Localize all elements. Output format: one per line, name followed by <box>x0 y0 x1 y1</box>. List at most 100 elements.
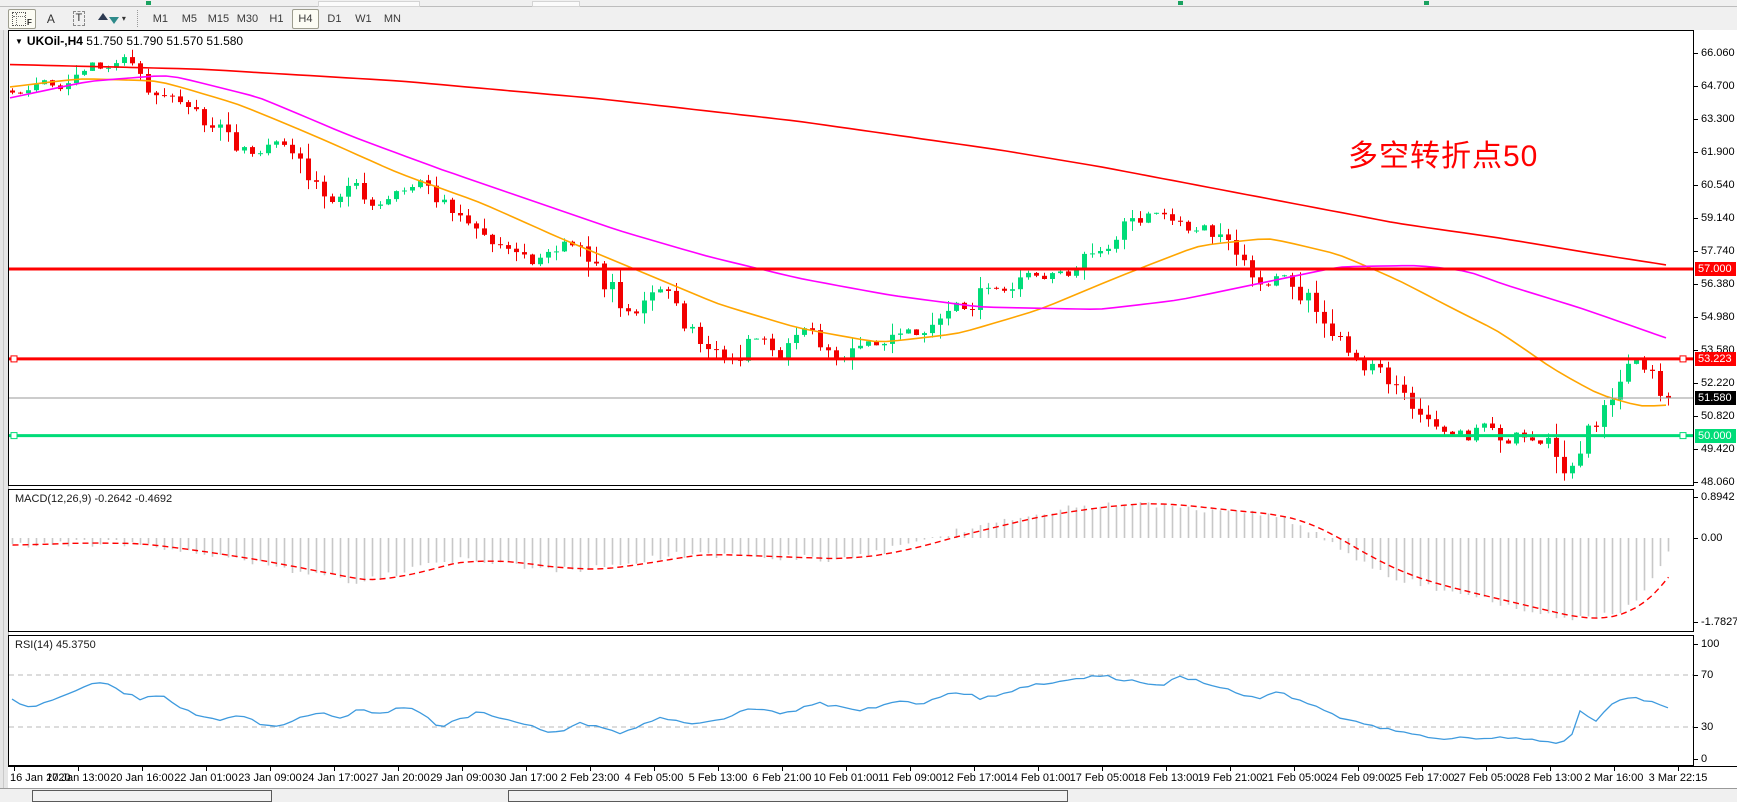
text-t-label: T <box>72 11 86 26</box>
time-tick-mark <box>78 767 79 771</box>
timeframe-button-m15[interactable]: M15 <box>207 12 230 25</box>
axis-tick-label: 59.140 <box>1701 212 1735 224</box>
axis-tick-mark <box>1694 538 1698 539</box>
axis-tick-mark <box>1694 317 1698 318</box>
arrow-up-icon <box>97 13 108 20</box>
rsi-pane[interactable]: RSI(14) 45.3750 <box>8 635 1694 766</box>
timeframe-button-m1[interactable]: M1 <box>152 12 169 25</box>
macd-pane[interactable]: MACD(12,26,9) -0.2642 -0.4692 <box>8 489 1694 632</box>
time-tick-label: 4 Feb 05:00 <box>624 772 684 784</box>
time-tick-label: 3 Mar 22:15 <box>1648 772 1708 784</box>
toolbar-fragment <box>532 1 580 7</box>
axis-tick-mark <box>1694 86 1698 87</box>
time-tick-mark <box>14 767 15 771</box>
time-tick-mark <box>782 767 783 771</box>
top-toolbar-partial <box>0 0 1737 7</box>
axis-tick-mark <box>1694 284 1698 285</box>
grid-icon <box>12 11 26 26</box>
time-tick-label: 24 Feb 09:00 <box>1325 772 1391 784</box>
axis-tick-label: 0.00 <box>1701 532 1723 544</box>
price-chart-pane[interactable]: ▼ UKOil-,H4 51.750 51.790 51.570 51.580 多… <box>8 30 1694 486</box>
candlestick-chart[interactable] <box>9 31 1693 485</box>
toolbar-fragment <box>146 1 151 5</box>
price-marker-label: 51.580 <box>1695 391 1736 405</box>
macd-chart[interactable] <box>9 490 1693 631</box>
axis-tick-mark <box>1694 119 1698 120</box>
axis-tick-mark <box>1694 622 1698 623</box>
time-tick-mark <box>334 767 335 771</box>
axis-tick-label: 64.700 <box>1701 80 1735 92</box>
textbox-button[interactable]: T <box>66 9 92 29</box>
time-tick-label: 2 Mar 16:00 <box>1584 772 1644 784</box>
text-annotation-button[interactable]: A <box>38 9 64 29</box>
rsi-label: RSI(14) 45.3750 <box>15 639 96 651</box>
time-tick-mark <box>910 767 911 771</box>
symbol-dropdown-icon[interactable]: ▼ <box>15 37 23 46</box>
time-tick-mark <box>142 767 143 771</box>
rsi-chart[interactable] <box>9 636 1693 765</box>
axis-tick-label: 60.540 <box>1701 179 1735 191</box>
axis-tick-label: 63.300 <box>1701 113 1735 125</box>
arrows-tool-button[interactable]: ▾ <box>94 9 130 29</box>
axis-tick-label: 30 <box>1701 721 1714 733</box>
axis-tick-mark <box>1694 449 1698 450</box>
time-tick-label: 12 Feb 17:00 <box>941 772 1007 784</box>
timeframe-button-m30[interactable]: M30 <box>236 12 259 25</box>
time-axis[interactable]: 16 Jan 2020 17 Jan 13:00 20 Jan 16:00 22 Ja… <box>8 766 1737 788</box>
timeframe-button-h1[interactable]: H1 <box>269 12 284 25</box>
price-marker-label: 53.223 <box>1695 352 1736 366</box>
toolbar-fragment <box>318 1 420 7</box>
time-tick-mark <box>1486 767 1487 771</box>
time-tick-mark <box>462 767 463 771</box>
time-tick-mark <box>718 767 719 771</box>
time-tick-mark <box>1678 767 1679 771</box>
time-tick-label: 20 Jan 16:00 <box>110 772 174 784</box>
axis-tick-mark <box>1694 675 1698 676</box>
time-tick-mark <box>654 767 655 771</box>
time-tick-label: 14 Feb 01:00 <box>1005 772 1071 784</box>
time-tick-mark <box>1358 767 1359 771</box>
time-tick-mark <box>270 767 271 771</box>
toolbar-separator <box>136 10 139 27</box>
time-tick-mark <box>1550 767 1551 771</box>
axis-tick-label: 66.060 <box>1701 47 1735 59</box>
timeframe-button-h4[interactable]: H4 <box>291 8 319 29</box>
axis-tick-label: 70 <box>1701 669 1714 681</box>
axis-tick-mark <box>1694 383 1698 384</box>
timeframe-button-mn[interactable]: MN <box>383 12 401 25</box>
ohlc-values: 51.750 51.790 51.570 51.580 <box>86 34 244 48</box>
time-tick-label: 25 Feb 17:00 <box>1389 772 1455 784</box>
axis-tick-label: 56.380 <box>1701 278 1735 290</box>
price-axis[interactable]: 66.060 64.700 63.300 61.900 60.540 59.140 57.7… <box>1694 30 1737 766</box>
time-tick-label: 17 Feb 05:00 <box>1069 772 1135 784</box>
timeframe-button-d1[interactable]: D1 <box>327 12 342 25</box>
timeframe-button-m5[interactable]: M5 <box>181 12 198 25</box>
timeframe-button-w1[interactable]: W1 <box>355 12 372 25</box>
axis-tick-mark <box>1694 218 1698 219</box>
time-tick-label: 5 Feb 13:00 <box>688 772 748 784</box>
axis-tick-label: 0.8942 <box>1701 491 1735 503</box>
symbol-period: UKOil-,H4 <box>26 34 83 48</box>
time-tick-label: 21 Feb 05:00 <box>1261 772 1327 784</box>
chart-tab-fragment[interactable] <box>508 790 1068 802</box>
time-tick-label: 30 Jan 17:00 <box>494 772 558 784</box>
axis-tick-label: 50.820 <box>1701 410 1735 422</box>
time-tick-label: 18 Feb 13:00 <box>1133 772 1199 784</box>
time-tick-mark <box>1038 767 1039 771</box>
axis-tick-mark <box>1694 152 1698 153</box>
chart-tab-fragment[interactable] <box>32 790 272 802</box>
time-tick-mark <box>1614 767 1615 771</box>
chart-shift-button[interactable]: F <box>8 8 36 29</box>
time-tick-label: 24 Jan 17:00 <box>302 772 366 784</box>
axis-tick-label: 57.740 <box>1701 245 1735 257</box>
time-tick-mark <box>590 767 591 771</box>
time-tick-label: 22 Jan 01:00 <box>174 772 238 784</box>
time-tick-label: 17 Jan 13:00 <box>46 772 110 784</box>
time-tick-mark <box>526 767 527 771</box>
time-tick-label: 29 Jan 09:00 <box>430 772 494 784</box>
axis-tick-label: 54.980 <box>1701 311 1735 323</box>
annotation-text[interactable]: 多空转折点50 <box>1348 140 1539 173</box>
axis-tick-mark <box>1694 53 1698 54</box>
axis-tick-mark <box>1694 251 1698 252</box>
